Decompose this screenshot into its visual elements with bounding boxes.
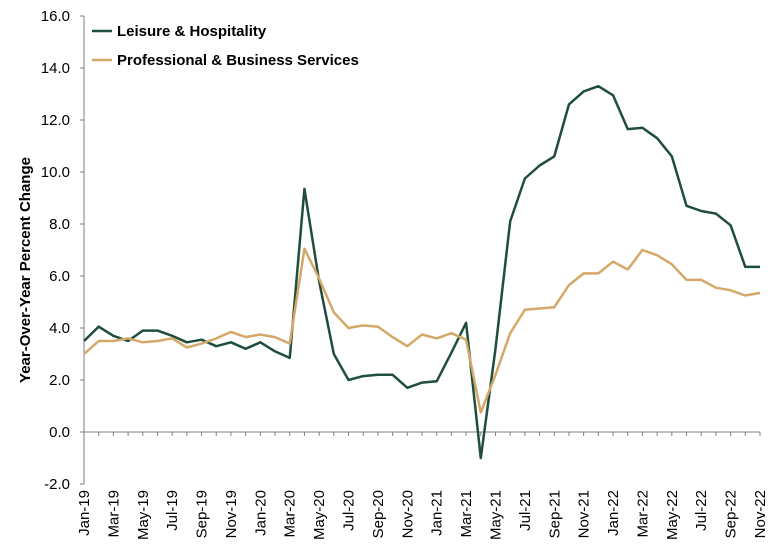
x-axis: Jan-19 Mar-19 May-19 Jul-19 Sep-19 Nov-19 Jan-… — [76, 432, 769, 540]
x-tick-label: May-22 — [664, 490, 681, 540]
y-axis-title: Year-Over-Year Percent Change — [17, 157, 34, 383]
x-tick-label: Nov-21 — [576, 490, 593, 538]
x-tick-label: Jan-21 — [429, 490, 446, 536]
x-tick-label: Jan-20 — [252, 490, 269, 536]
x-tick-label: May-21 — [487, 490, 504, 540]
y-tick-label: 14.0 — [41, 60, 70, 77]
x-tick-label: Jan-22 — [605, 490, 622, 536]
legend-label-2: Professional & Business Services — [117, 52, 359, 69]
x-tick-label: Mar-19 — [105, 490, 122, 538]
legend: Leisure & Hospitality Professional & Busi… — [92, 23, 359, 69]
x-tick-label: Jan-19 — [76, 490, 93, 536]
y-tick-label: 10.0 — [41, 164, 70, 181]
x-tick-label: Nov-20 — [399, 490, 416, 538]
x-tick-label: Nov-19 — [223, 490, 240, 538]
x-tick-label: Sep-21 — [546, 490, 563, 538]
y-tick-label: 8.0 — [49, 216, 70, 233]
x-tick-label: Sep-20 — [370, 490, 387, 538]
x-tick-label: May-20 — [311, 490, 328, 540]
x-tick-label: Sep-22 — [723, 490, 740, 538]
axes — [83, 16, 760, 484]
y-tick-label: 16.0 — [41, 8, 70, 25]
x-tick-label: Jul-20 — [341, 490, 358, 531]
y-tick-label: -2.0 — [44, 476, 70, 493]
x-tick-label: Jul-22 — [693, 490, 710, 531]
series-line-2 — [83, 247, 761, 414]
x-tick-label: Jul-19 — [164, 490, 181, 531]
y-tick-label: 0.0 — [49, 424, 70, 441]
series-lines — [83, 84, 761, 460]
y-tick-label: 6.0 — [49, 268, 70, 285]
y-tick-label: 4.0 — [49, 320, 70, 337]
y-tick-label: 2.0 — [49, 372, 70, 389]
y-tick-label: 12.0 — [41, 112, 70, 129]
x-tick-label: Jul-21 — [517, 490, 534, 531]
x-tick-label: Nov-22 — [752, 490, 769, 538]
x-tick-label: Mar-20 — [282, 490, 299, 538]
legend-label-1: Leisure & Hospitality — [117, 23, 267, 40]
series-line-1 — [83, 84, 760, 460]
y-axis: -2.0 0.0 2.0 4.0 6.0 8.0 10.0 12.0 14.0 16.0 — [41, 8, 84, 493]
x-tick-label: May-19 — [135, 490, 152, 540]
x-tick-label: Sep-19 — [194, 490, 211, 538]
x-tick-label: Mar-21 — [458, 490, 475, 538]
x-tick-label: Mar-22 — [634, 490, 651, 538]
